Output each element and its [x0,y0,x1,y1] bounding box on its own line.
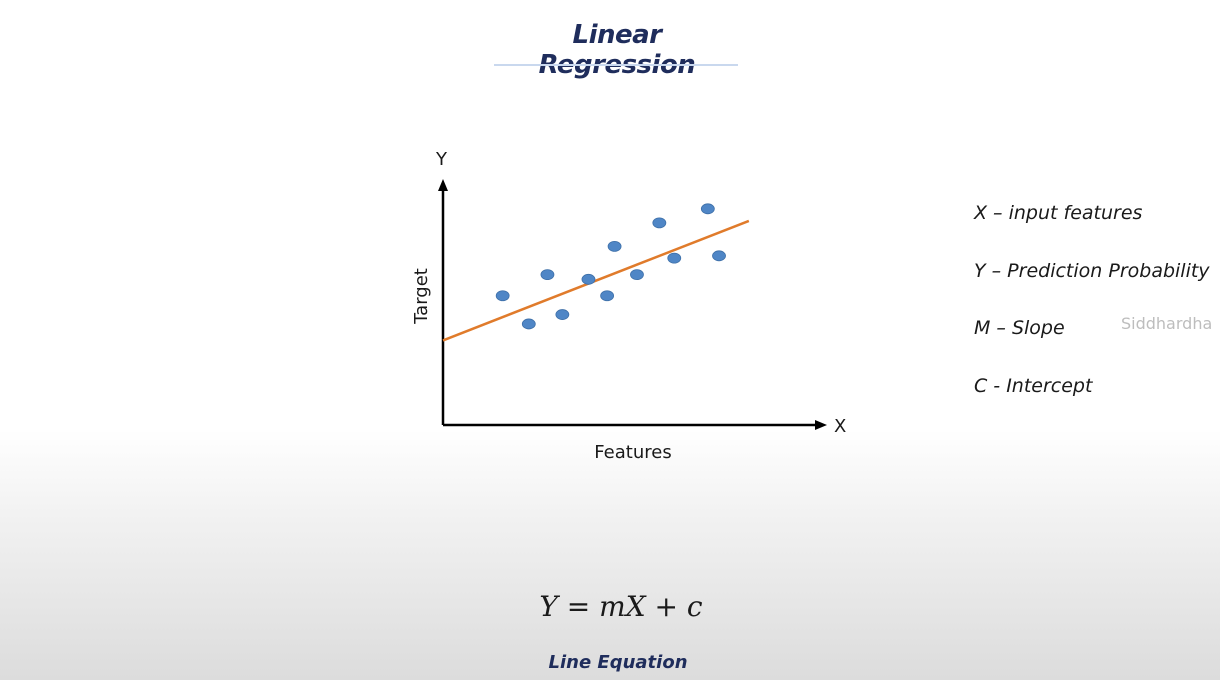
data-point-10 [667,252,682,264]
data-point-6 [600,290,615,302]
equation-caption: Line Equation [548,652,688,673]
line-equation: Y = mX + c [539,590,703,623]
data-point-7 [607,240,622,252]
y-axis-arrow [438,179,448,191]
x-axis-label: Features [594,442,671,463]
chart-marks [442,203,750,342]
data-point-8 [630,269,644,281]
variable-legend: X – input features Y – Prediction Probab… [974,202,1210,432]
x-axis-arrow [815,420,827,430]
x-axis-symbol: X [834,416,846,437]
data-point-4 [555,309,570,320]
data-point-11 [700,203,715,215]
chart-axes [438,179,827,430]
legend-item-x: X – input features [974,202,1143,224]
data-point-5 [581,273,596,285]
watermark: Siddhardha [1121,314,1213,333]
legend-item-y: Y – Prediction Probability [974,259,1210,282]
y-axis-label: Target [411,268,432,325]
data-point-12 [712,250,726,262]
y-axis-symbol: Y [435,149,448,170]
data-point-2 [521,318,536,330]
data-point-9 [652,217,667,229]
regression-line [442,219,750,342]
legend-item-c: C - Intercept [974,374,1093,397]
legend-item-m: M – Slope [974,317,1065,339]
data-point-3 [540,269,555,281]
data-point-1 [495,290,510,302]
title-underline [494,64,738,66]
